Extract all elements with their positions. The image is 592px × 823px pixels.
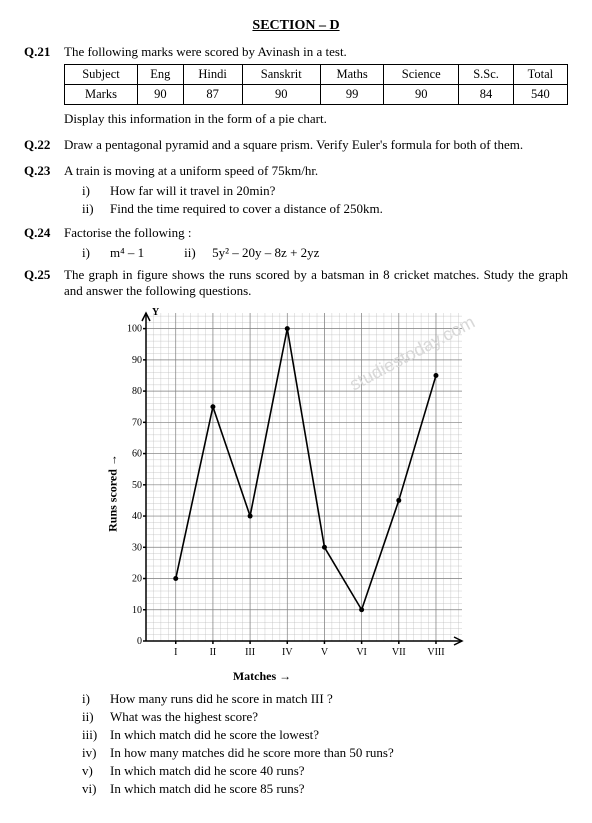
sub-label: ii) xyxy=(82,709,110,725)
question-22: Q.22 Draw a pentagonal pyramid and a squ… xyxy=(24,137,568,157)
q22-text: Draw a pentagonal pyramid and a square p… xyxy=(64,137,568,153)
sub-text: m⁴ – 1 xyxy=(110,245,144,261)
list-item: ii) What was the highest score? xyxy=(82,709,568,725)
sub-text: How far will it travel in 20min? xyxy=(110,183,568,199)
question-21: Q.21 The following marks were scored by … xyxy=(24,44,568,131)
table-cell: 99 xyxy=(321,85,384,105)
qnum-21: Q.21 xyxy=(24,44,64,131)
qbody-21: The following marks were scored by Avina… xyxy=(64,44,568,131)
table-cell: 540 xyxy=(513,85,567,105)
svg-text:50: 50 xyxy=(132,480,142,491)
qbody-25: The graph in figure shows the runs score… xyxy=(64,267,568,799)
qbody-23: A train is moving at a uniform speed of … xyxy=(64,163,568,219)
svg-text:70: 70 xyxy=(132,417,142,428)
table-cell: S.Sc. xyxy=(459,65,513,85)
sub-label: v) xyxy=(82,763,110,779)
qnum-25: Q.25 xyxy=(24,267,64,799)
svg-text:IV: IV xyxy=(282,647,293,658)
svg-text:0: 0 xyxy=(137,636,142,647)
svg-text:10: 10 xyxy=(132,605,142,616)
svg-text:100: 100 xyxy=(127,324,142,335)
sub-label: i) xyxy=(82,183,110,199)
list-item: iv) In how many matches did he score mor… xyxy=(82,745,568,761)
sub-text: In which match did he score the lowest? xyxy=(110,727,568,743)
table-cell: Total xyxy=(513,65,567,85)
q21-table: Subject Eng Hindi Sanskrit Maths Science… xyxy=(64,64,568,105)
sub-label: iii) xyxy=(82,727,110,743)
sub-text: In which match did he score 85 runs? xyxy=(110,781,568,797)
svg-text:V: V xyxy=(321,647,329,658)
chart-svg: Y0102030405060708090100IIIIIIIVVVIVIIVII… xyxy=(112,303,472,663)
svg-text:80: 80 xyxy=(132,386,142,397)
sub-text: 5y² – 20y – 8z + 2yz xyxy=(212,245,319,261)
list-item: i) How far will it travel in 20min? xyxy=(82,183,568,199)
svg-text:VI: VI xyxy=(356,647,367,658)
section-title: SECTION – D xyxy=(24,18,568,34)
svg-text:II: II xyxy=(210,647,217,658)
q25-chart: studiestoday.com Runs scored → Y01020304… xyxy=(112,303,472,683)
list-item: v) In which match did he score 40 runs? xyxy=(82,763,568,779)
sub-text: What was the highest score? xyxy=(110,709,568,725)
svg-text:VIII: VIII xyxy=(427,647,444,658)
table-cell: 90 xyxy=(384,85,459,105)
sub-label: vi) xyxy=(82,781,110,797)
sub-label: i) xyxy=(82,245,110,261)
q23-text: A train is moving at a uniform speed of … xyxy=(64,163,568,179)
question-24: Q.24 Factorise the following : i) m⁴ – 1… xyxy=(24,225,568,261)
svg-text:I: I xyxy=(174,647,177,658)
table-cell: 87 xyxy=(183,85,242,105)
y-axis-label: Runs scored → xyxy=(105,454,120,532)
sub-text: In how many matches did he score more th… xyxy=(110,745,568,761)
qnum-24: Q.24 xyxy=(24,225,64,261)
svg-text:20: 20 xyxy=(132,574,142,585)
q21-after: Display this information in the form of … xyxy=(64,111,568,127)
svg-text:60: 60 xyxy=(132,449,142,460)
qbody-22: Draw a pentagonal pyramid and a square p… xyxy=(64,137,568,157)
table-cell: Science xyxy=(384,65,459,85)
list-item: iii) In which match did he score the low… xyxy=(82,727,568,743)
qbody-24: Factorise the following : i) m⁴ – 1 ii) … xyxy=(64,225,568,261)
sub-label: iv) xyxy=(82,745,110,761)
table-cell: Maths xyxy=(321,65,384,85)
table-cell: Subject xyxy=(65,65,138,85)
table-cell: 90 xyxy=(242,85,320,105)
table-row: Marks 90 87 90 99 90 84 540 xyxy=(65,85,568,105)
svg-text:Y: Y xyxy=(152,307,160,318)
table-cell: 84 xyxy=(459,85,513,105)
sub-label: ii) xyxy=(184,245,212,261)
table-cell: Marks xyxy=(65,85,138,105)
list-item: i) How many runs did he score in match I… xyxy=(82,691,568,707)
table-cell: Eng xyxy=(137,65,183,85)
list-item: i) m⁴ – 1 xyxy=(82,245,144,261)
table-row: Subject Eng Hindi Sanskrit Maths Science… xyxy=(65,65,568,85)
table-cell: Hindi xyxy=(183,65,242,85)
qnum-23: Q.23 xyxy=(24,163,64,219)
question-23: Q.23 A train is moving at a uniform spee… xyxy=(24,163,568,219)
sub-text: How many runs did he score in match III … xyxy=(110,691,568,707)
q24-text: Factorise the following : xyxy=(64,225,568,241)
list-item: vi) In which match did he score 85 runs? xyxy=(82,781,568,797)
svg-text:VII: VII xyxy=(392,647,406,658)
svg-text:III: III xyxy=(245,647,255,658)
sub-label: ii) xyxy=(82,201,110,217)
svg-text:40: 40 xyxy=(132,511,142,522)
table-cell: 90 xyxy=(137,85,183,105)
list-item: ii) Find the time required to cover a di… xyxy=(82,201,568,217)
sub-label: i) xyxy=(82,691,110,707)
sub-text: In which match did he score 40 runs? xyxy=(110,763,568,779)
qnum-22: Q.22 xyxy=(24,137,64,157)
q21-text: The following marks were scored by Avina… xyxy=(64,44,568,60)
sub-text: Find the time required to cover a distan… xyxy=(110,201,568,217)
list-item: ii) 5y² – 20y – 8z + 2yz xyxy=(184,245,319,261)
question-25: Q.25 The graph in figure shows the runs … xyxy=(24,267,568,799)
svg-text:30: 30 xyxy=(132,542,142,553)
table-cell: Sanskrit xyxy=(242,65,320,85)
svg-text:90: 90 xyxy=(132,355,142,366)
q25-text: The graph in figure shows the runs score… xyxy=(64,267,568,299)
x-axis-label: Matches → xyxy=(112,669,472,684)
